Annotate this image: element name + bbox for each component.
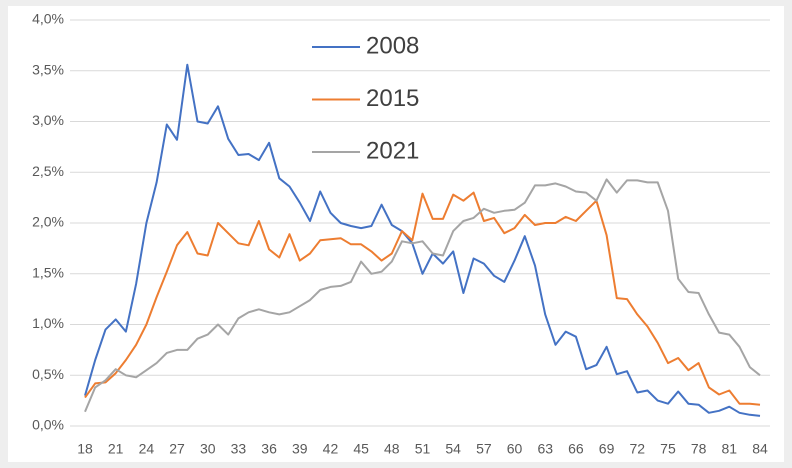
x-tick-label: 78	[691, 441, 707, 457]
x-tick-label: 72	[629, 441, 645, 457]
x-tick-label: 66	[568, 441, 584, 457]
x-tick-label: 81	[722, 441, 738, 457]
x-tick-label: 36	[261, 441, 277, 457]
x-tick-label: 60	[507, 441, 523, 457]
x-tick-label: 45	[353, 441, 369, 457]
x-tick-label: 75	[660, 441, 676, 457]
x-tick-label: 63	[537, 441, 553, 457]
x-tick-label: 27	[169, 441, 185, 457]
y-tick-label: 1,5%	[32, 264, 64, 280]
series-line	[84, 191, 761, 406]
series-line	[84, 63, 761, 417]
series-line	[84, 178, 761, 413]
y-tick-label: 2,5%	[32, 163, 64, 179]
chart-area	[8, 6, 784, 462]
x-tick-label: 21	[108, 441, 124, 457]
x-tick-label: 69	[599, 441, 615, 457]
x-tick-label: 84	[752, 441, 768, 457]
x-tick-label: 51	[415, 441, 431, 457]
y-tick-label: 1,0%	[32, 315, 64, 331]
y-tick-label: 0,0%	[32, 417, 64, 433]
y-tick-label: 0,5%	[32, 366, 64, 382]
x-tick-label: 54	[445, 441, 461, 457]
y-tick-label: 3,0%	[32, 112, 64, 128]
x-tick-label: 39	[292, 441, 308, 457]
x-tick-label: 33	[231, 441, 247, 457]
y-tick-label: 2,0%	[32, 214, 64, 230]
x-tick-label: 57	[476, 441, 492, 457]
legend-label: 2021	[366, 137, 419, 164]
x-tick-label: 18	[77, 441, 93, 457]
legend-label: 2008	[366, 32, 419, 59]
y-tick-label: 4,0%	[32, 11, 64, 27]
y-tick-label: 3,5%	[32, 61, 64, 77]
x-tick-label: 48	[384, 441, 400, 457]
x-tick-label: 42	[323, 441, 339, 457]
x-tick-label: 24	[139, 441, 155, 457]
x-tick-label: 30	[200, 441, 216, 457]
legend-label: 2015	[366, 85, 419, 112]
